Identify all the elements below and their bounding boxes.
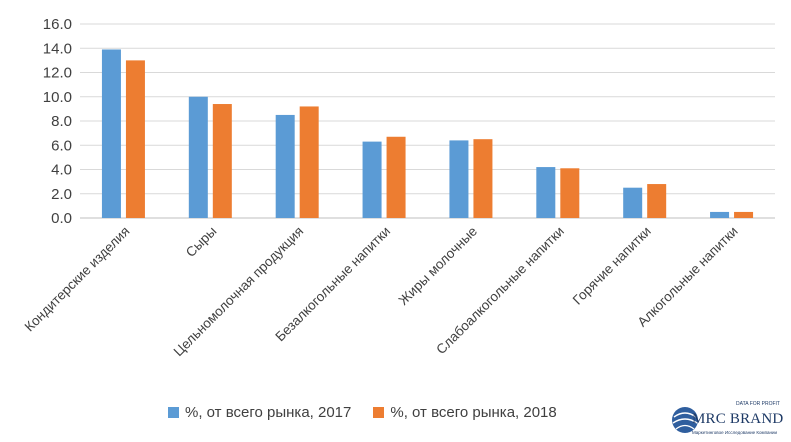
bar-2017 bbox=[623, 187, 643, 218]
y-tick-label: 12.0 bbox=[43, 65, 72, 82]
category-label: Жиры молочные bbox=[396, 224, 480, 308]
y-tick-label: 8.0 bbox=[51, 113, 72, 130]
bar-2017 bbox=[101, 49, 121, 219]
bar-2018 bbox=[386, 136, 406, 218]
bar-2017 bbox=[188, 96, 208, 218]
legend-swatch-2017 bbox=[168, 407, 179, 418]
y-tick-label: 4.0 bbox=[51, 162, 72, 179]
y-tick-label: 16.0 bbox=[43, 16, 72, 33]
bar-chart: 0.0 2.0 4.0 6.0 8.0 10.0 12.0 14.0 16.0 Кондитерс… bbox=[22, 16, 775, 359]
mrc-brand-logo: DATA FOR PROFIT MRC BRAND Маркетинговое … bbox=[670, 399, 788, 439]
y-tick-label: 6.0 bbox=[51, 137, 72, 154]
legend-swatch-2018 bbox=[373, 407, 385, 418]
logo-tagline: DATA FOR PROFIT bbox=[736, 401, 780, 407]
y-tick-label: 0.0 bbox=[51, 210, 72, 227]
category-label: Горячие напитки bbox=[570, 224, 654, 308]
bar-2017 bbox=[536, 167, 556, 218]
legend-item-2017: %, от всего рынка, 2017 bbox=[168, 404, 351, 421]
legend-label-2017: %, от всего рынка, 2017 bbox=[185, 404, 352, 421]
legend-item-2018: %, от всего рынка, 2018 bbox=[373, 404, 557, 421]
y-tick-label: 10.0 bbox=[43, 89, 72, 106]
globe-icon bbox=[672, 407, 698, 433]
y-tick-label: 14.0 bbox=[43, 40, 72, 57]
bar-2018 bbox=[560, 168, 580, 218]
bar-2017 bbox=[710, 211, 730, 218]
category-label: Алкогольные напитки bbox=[635, 224, 741, 330]
bar-2018 bbox=[473, 139, 493, 218]
legend: %, от всего рынка, 2017 %, от всего рынк… bbox=[168, 404, 557, 421]
logo-subline: Маркетинговое Исследование Компании bbox=[692, 430, 778, 435]
category-label: Кондитерские изделия bbox=[22, 224, 133, 335]
logo-text: MRC BRAND bbox=[692, 411, 784, 427]
bar-2017 bbox=[449, 140, 469, 218]
bar-2017 bbox=[362, 141, 382, 218]
category-label: Сыры bbox=[183, 224, 220, 261]
bar-2018 bbox=[647, 184, 667, 218]
bar-2018 bbox=[212, 104, 232, 218]
y-tick-label: 2.0 bbox=[51, 186, 72, 203]
bar-2017 bbox=[275, 114, 295, 218]
legend-label-2018: %, от всего рынка, 2018 bbox=[390, 404, 557, 421]
bar-2018 bbox=[734, 211, 754, 218]
bar-2018 bbox=[125, 60, 145, 218]
bar-2018 bbox=[299, 106, 319, 218]
